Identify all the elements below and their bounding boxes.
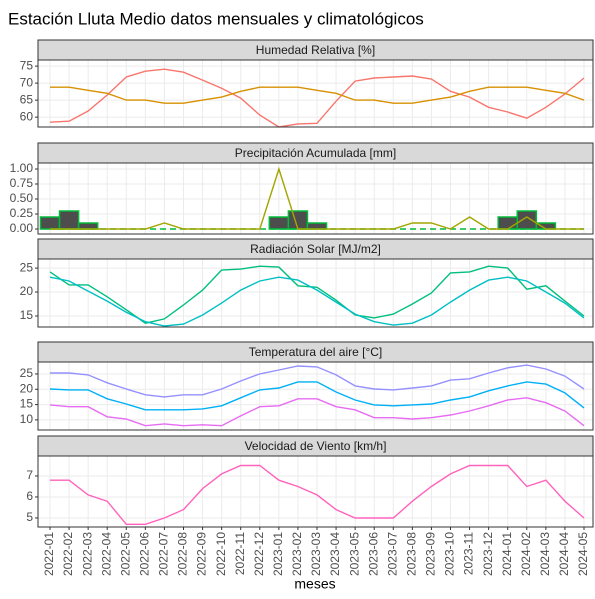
x-tick-label: 2022-10 — [214, 532, 228, 576]
y-tick-label: 0.50 — [10, 191, 34, 205]
x-tick-label: 2022-02 — [61, 532, 75, 576]
line — [50, 364, 585, 398]
y-tick-label: 0.25 — [10, 206, 34, 220]
x-tick-label: 2022-08 — [176, 532, 190, 576]
panel-title: Temperatura del aire [°C] — [249, 345, 383, 359]
bar — [497, 216, 518, 230]
y-tick-label: 20 — [20, 284, 34, 298]
x-tick-label: 2022-12 — [252, 532, 266, 576]
line — [49, 397, 585, 427]
x-tick-label: 2022-07 — [157, 532, 171, 576]
x-tick-label: 2022-11 — [233, 532, 247, 575]
line — [50, 166, 584, 230]
x-tick-label: 2023-03 — [309, 532, 323, 576]
y-tick-label: 25 — [20, 366, 34, 380]
x-tick-label: 2023-05 — [347, 532, 361, 576]
y-tick-label: 70 — [20, 75, 34, 89]
x-tick-label: 2022-05 — [118, 532, 132, 576]
y-tick-label: 60 — [20, 109, 34, 123]
y-tick-label: 15 — [20, 308, 34, 322]
bar — [58, 210, 80, 230]
y-tick-label: 7 — [26, 468, 33, 482]
y-tick-label: 0.75 — [10, 176, 34, 190]
y-tick-label: 65 — [20, 92, 34, 106]
x-tick-label: 2023-04 — [328, 532, 342, 576]
y-tick-label: 15 — [20, 397, 34, 411]
bar — [535, 222, 557, 230]
panel — [38, 60, 593, 127]
panel — [38, 456, 593, 527]
bar — [39, 216, 61, 230]
x-tick-label: 2023-08 — [405, 532, 419, 576]
x-tick-label: 2023-09 — [424, 532, 438, 576]
panel — [38, 362, 593, 430]
panel-border — [37, 258, 594, 328]
y-tick-label: 20 — [20, 381, 34, 395]
x-tick-label: 2022-03 — [80, 532, 94, 576]
x-tick-label: 2023-01 — [271, 532, 285, 576]
y-tick-label: 5 — [26, 510, 33, 524]
x-tick-label: 2024-05 — [576, 532, 590, 576]
panel — [38, 259, 593, 327]
x-tick-label: 2023-11 — [462, 532, 476, 575]
chart-title: Estación Lluta Medio datos mensuales y c… — [8, 9, 424, 28]
bar — [287, 210, 309, 230]
panel-title: Precipitación Acumulada [mm] — [235, 146, 396, 160]
x-tick-label: 2023-02 — [290, 532, 304, 576]
x-tick-label: 2023-12 — [481, 532, 495, 576]
line — [50, 86, 585, 104]
panel-border — [37, 162, 594, 235]
bar — [516, 210, 538, 230]
x-tick-label: 2023-10 — [443, 532, 457, 576]
x-tick-label: 2024-04 — [557, 532, 571, 576]
panel-border — [37, 59, 594, 128]
y-tick-label: 6 — [26, 489, 33, 503]
panel-border — [37, 455, 594, 528]
y-tick-label: 10 — [20, 412, 34, 426]
x-tick-label: 2022-06 — [138, 532, 152, 576]
panel-title: Radiación Solar [MJ/m2] — [250, 242, 381, 256]
x-tick-label: 2023-06 — [366, 532, 380, 576]
x-tick-label: 2022-01 — [42, 532, 56, 576]
x-tick-label: 2024-03 — [538, 532, 552, 576]
panel-title: Velocidad de Viento [km/h] — [245, 439, 387, 453]
y-tick-label: 1.00 — [10, 161, 34, 175]
x-axis-label: meses — [294, 576, 335, 592]
line — [49, 68, 585, 128]
y-tick-label: 0.00 — [10, 221, 34, 235]
panel-border — [37, 361, 594, 431]
bar — [268, 216, 290, 230]
bar — [306, 222, 328, 230]
line — [50, 464, 585, 525]
panel-title: Humedad Relativa [%] — [256, 43, 375, 57]
bar — [77, 222, 99, 230]
x-tick-label: 2024-01 — [500, 532, 514, 576]
line — [49, 381, 585, 411]
x-tick-label: 2022-09 — [195, 532, 209, 576]
y-tick-label: 75 — [20, 58, 34, 72]
x-tick-label: 2024-02 — [519, 532, 533, 576]
line — [49, 276, 585, 327]
x-tick-label: 2022-04 — [99, 532, 113, 576]
y-tick-label: 25 — [20, 260, 34, 274]
x-tick-label: 2023-07 — [385, 532, 399, 576]
